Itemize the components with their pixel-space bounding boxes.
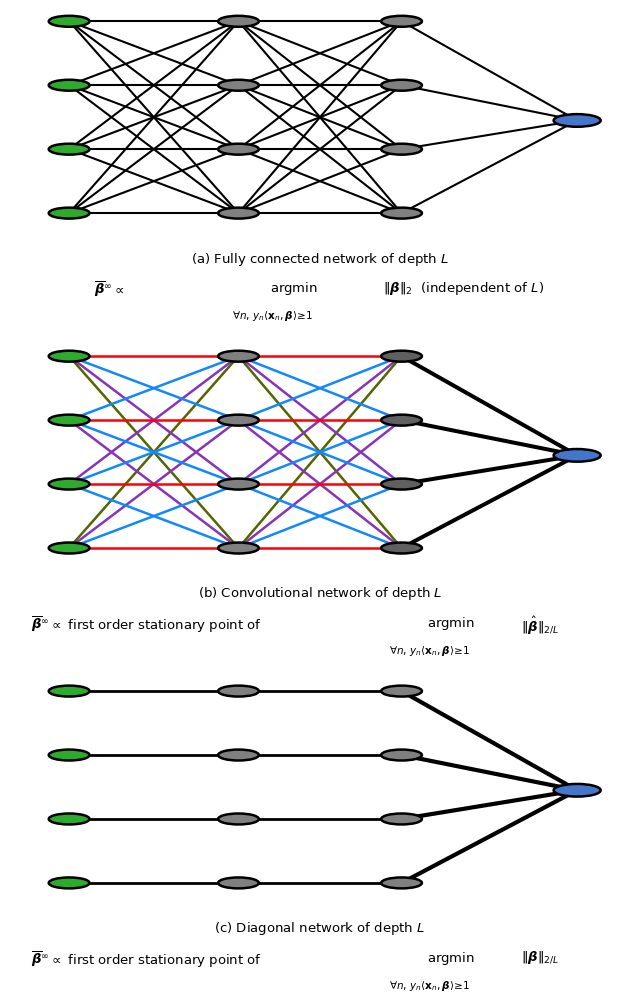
Text: $\forall n,\, y_n\langle\mathbf{x}_n,\boldsymbol{\beta}\rangle\!\geq\!1$: $\forall n,\, y_n\langle\mathbf{x}_n,\bo… <box>389 644 470 658</box>
Ellipse shape <box>218 877 259 888</box>
Ellipse shape <box>554 115 601 127</box>
Text: $\mathrm{argmin}$: $\mathrm{argmin}$ <box>270 279 318 296</box>
Ellipse shape <box>218 144 259 155</box>
Ellipse shape <box>218 478 259 489</box>
Text: $\|\boldsymbol{\beta}\|_{2/L}$: $\|\boldsymbol{\beta}\|_{2/L}$ <box>521 950 559 966</box>
Ellipse shape <box>381 16 422 27</box>
Ellipse shape <box>49 79 90 90</box>
Text: (c) Diagonal network of depth $L$: (c) Diagonal network of depth $L$ <box>214 921 426 938</box>
Text: $\overline{\boldsymbol{\beta}}^\infty \propto$: $\overline{\boldsymbol{\beta}}^\infty \p… <box>94 279 125 299</box>
Ellipse shape <box>381 877 422 888</box>
Ellipse shape <box>381 208 422 219</box>
Ellipse shape <box>218 415 259 425</box>
Text: $\forall n,\, y_n\langle\mathbf{x}_n,\boldsymbol{\beta}\rangle\!\geq\!1$: $\forall n,\, y_n\langle\mathbf{x}_n,\bo… <box>232 310 314 323</box>
Text: $\|\boldsymbol{\beta}\|_2$  (independent of $L$): $\|\boldsymbol{\beta}\|_2$ (independent … <box>383 279 544 296</box>
Ellipse shape <box>381 685 422 696</box>
Ellipse shape <box>49 144 90 155</box>
Ellipse shape <box>49 813 90 824</box>
Ellipse shape <box>381 750 422 761</box>
Ellipse shape <box>218 79 259 90</box>
Text: $\overline{\boldsymbol{\beta}}^\infty \propto$ first order stationary point of: $\overline{\boldsymbol{\beta}}^\infty \p… <box>31 615 262 635</box>
Text: $\overline{\boldsymbol{\beta}}^\infty \propto$ first order stationary point of: $\overline{\boldsymbol{\beta}}^\infty \p… <box>31 950 262 970</box>
Text: $\|\hat{\boldsymbol{\beta}}\|_{2/L}$: $\|\hat{\boldsymbol{\beta}}\|_{2/L}$ <box>521 615 559 636</box>
Ellipse shape <box>218 16 259 27</box>
Ellipse shape <box>381 478 422 489</box>
Ellipse shape <box>49 478 90 489</box>
Text: $\mathrm{argmin}$: $\mathrm{argmin}$ <box>427 950 475 967</box>
Ellipse shape <box>49 16 90 27</box>
Ellipse shape <box>218 685 259 696</box>
Ellipse shape <box>49 543 90 554</box>
Text: (a) Fully connected network of depth $L$: (a) Fully connected network of depth $L$ <box>191 250 449 267</box>
Text: $\mathrm{argmin}$: $\mathrm{argmin}$ <box>427 615 475 632</box>
Ellipse shape <box>218 813 259 824</box>
Ellipse shape <box>554 784 601 797</box>
Ellipse shape <box>381 79 422 90</box>
Ellipse shape <box>554 449 601 461</box>
Ellipse shape <box>49 208 90 219</box>
Ellipse shape <box>381 543 422 554</box>
Text: (b) Convolutional network of depth $L$: (b) Convolutional network of depth $L$ <box>198 585 442 602</box>
Ellipse shape <box>49 685 90 696</box>
Ellipse shape <box>49 877 90 888</box>
Ellipse shape <box>218 208 259 219</box>
Ellipse shape <box>381 415 422 425</box>
Ellipse shape <box>381 144 422 155</box>
Ellipse shape <box>381 351 422 362</box>
Text: $\forall n,\, y_n\langle\mathbf{x}_n,\boldsymbol{\beta}\rangle\!\geq\!1$: $\forall n,\, y_n\langle\mathbf{x}_n,\bo… <box>389 979 470 993</box>
Ellipse shape <box>49 415 90 425</box>
Ellipse shape <box>218 750 259 761</box>
Ellipse shape <box>49 351 90 362</box>
Ellipse shape <box>218 351 259 362</box>
Ellipse shape <box>49 750 90 761</box>
Ellipse shape <box>381 813 422 824</box>
Ellipse shape <box>218 543 259 554</box>
